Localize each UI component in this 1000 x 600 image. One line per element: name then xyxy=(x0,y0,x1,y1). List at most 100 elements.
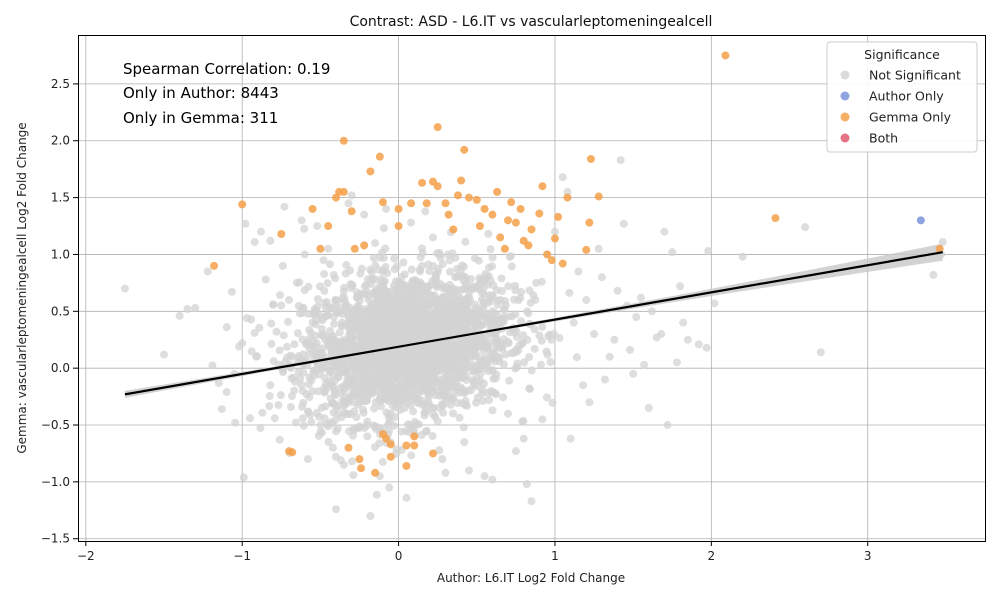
data-point xyxy=(280,202,289,211)
cloud-point xyxy=(363,417,372,426)
data-point xyxy=(350,244,359,253)
cloud-point xyxy=(419,350,428,359)
data-point xyxy=(605,352,614,361)
cloud-point xyxy=(293,329,302,338)
cloud-point xyxy=(452,354,461,363)
cloud-point xyxy=(424,360,433,369)
cloud-point xyxy=(459,310,468,319)
cloud-point xyxy=(445,356,454,365)
series-author-only xyxy=(916,216,925,225)
data-point xyxy=(511,447,520,456)
data-point xyxy=(441,199,450,208)
data-point xyxy=(532,278,541,287)
data-point xyxy=(413,386,422,395)
cloud-point xyxy=(417,396,426,405)
cloud-point xyxy=(401,323,410,332)
cloud-point xyxy=(419,380,428,389)
cloud-point xyxy=(270,414,279,423)
cloud-point xyxy=(406,287,415,296)
cloud-point xyxy=(416,333,425,342)
data-point xyxy=(269,300,278,309)
regression-line xyxy=(124,251,943,396)
cloud-point xyxy=(332,349,341,358)
cloud-point xyxy=(370,404,379,413)
cloud-point xyxy=(470,340,479,349)
data-point xyxy=(679,318,688,327)
cloud-point xyxy=(424,398,433,407)
x-axis-label: Author: L6.IT Log2 Fold Change xyxy=(437,571,625,585)
cloud-point xyxy=(307,418,316,427)
cloud-point xyxy=(388,374,397,383)
cloud-point xyxy=(565,288,574,297)
cloud-point xyxy=(425,385,434,394)
cloud-point xyxy=(455,388,464,397)
cloud-point xyxy=(511,364,520,373)
data-point xyxy=(579,381,588,390)
cloud-point xyxy=(479,343,488,352)
legend-marker xyxy=(840,133,850,143)
cloud-point xyxy=(407,451,416,460)
cloud-point xyxy=(320,270,329,279)
cloud-point xyxy=(275,346,284,355)
cloud-point xyxy=(267,339,276,348)
cloud-point xyxy=(445,256,454,265)
data-point xyxy=(640,360,649,369)
data-point xyxy=(386,452,395,461)
cloud-point xyxy=(438,401,447,410)
data-point xyxy=(360,210,369,219)
cloud-point xyxy=(438,260,447,269)
cloud-point xyxy=(332,362,341,371)
cloud-point xyxy=(343,369,352,378)
cloud-point xyxy=(326,367,335,376)
data-point xyxy=(636,293,645,302)
data-point xyxy=(347,191,356,200)
cloud-point xyxy=(274,401,283,410)
data-point xyxy=(563,193,572,202)
data-point xyxy=(464,193,473,202)
cloud-point xyxy=(252,352,261,361)
cloud-point xyxy=(380,277,389,286)
data-point xyxy=(464,466,473,475)
cloud-point xyxy=(445,267,454,276)
cloud-point xyxy=(369,253,378,262)
cloud-point xyxy=(448,409,457,418)
data-point xyxy=(410,441,419,450)
data-point xyxy=(371,239,380,248)
data-point xyxy=(344,199,353,208)
data-point xyxy=(558,259,567,268)
cloud-point xyxy=(388,392,397,401)
data-point xyxy=(382,434,391,443)
data-point xyxy=(771,214,780,223)
cloud-point xyxy=(433,268,442,277)
x-tick-label: 0 xyxy=(395,549,403,563)
data-point xyxy=(288,448,297,457)
data-point xyxy=(339,460,348,469)
cloud-point xyxy=(208,361,217,370)
cloud-point xyxy=(530,344,539,353)
data-point xyxy=(272,327,281,336)
cloud-point xyxy=(464,386,473,395)
data-point xyxy=(594,244,603,253)
cloud-point xyxy=(397,309,406,318)
y-axis: −1.5 −1.0 −0.5 0.0 0.5 1.0 1.5 2.0 2.5 xyxy=(41,77,78,546)
cloud-point xyxy=(512,327,521,336)
cloud-point xyxy=(346,328,355,337)
data-point xyxy=(524,241,533,250)
cloud-point xyxy=(362,317,371,326)
cloud-point xyxy=(279,331,288,340)
data-point xyxy=(668,248,677,257)
cloud-point xyxy=(317,403,326,412)
data-point xyxy=(647,307,656,316)
cloud-point xyxy=(363,357,372,366)
cloud-point xyxy=(457,285,466,294)
cloud-point xyxy=(294,368,303,377)
cloud-point xyxy=(286,402,295,411)
cloud-point xyxy=(511,310,520,319)
cloud-point xyxy=(481,354,490,363)
cloud-point xyxy=(438,343,447,352)
y-axis-label: Gemma: vascularleptomeningealcell Log2 F… xyxy=(15,122,29,453)
cloud-point xyxy=(356,269,365,278)
cloud-point xyxy=(390,254,399,263)
cloud-point xyxy=(436,253,445,262)
data-point xyxy=(626,345,635,354)
